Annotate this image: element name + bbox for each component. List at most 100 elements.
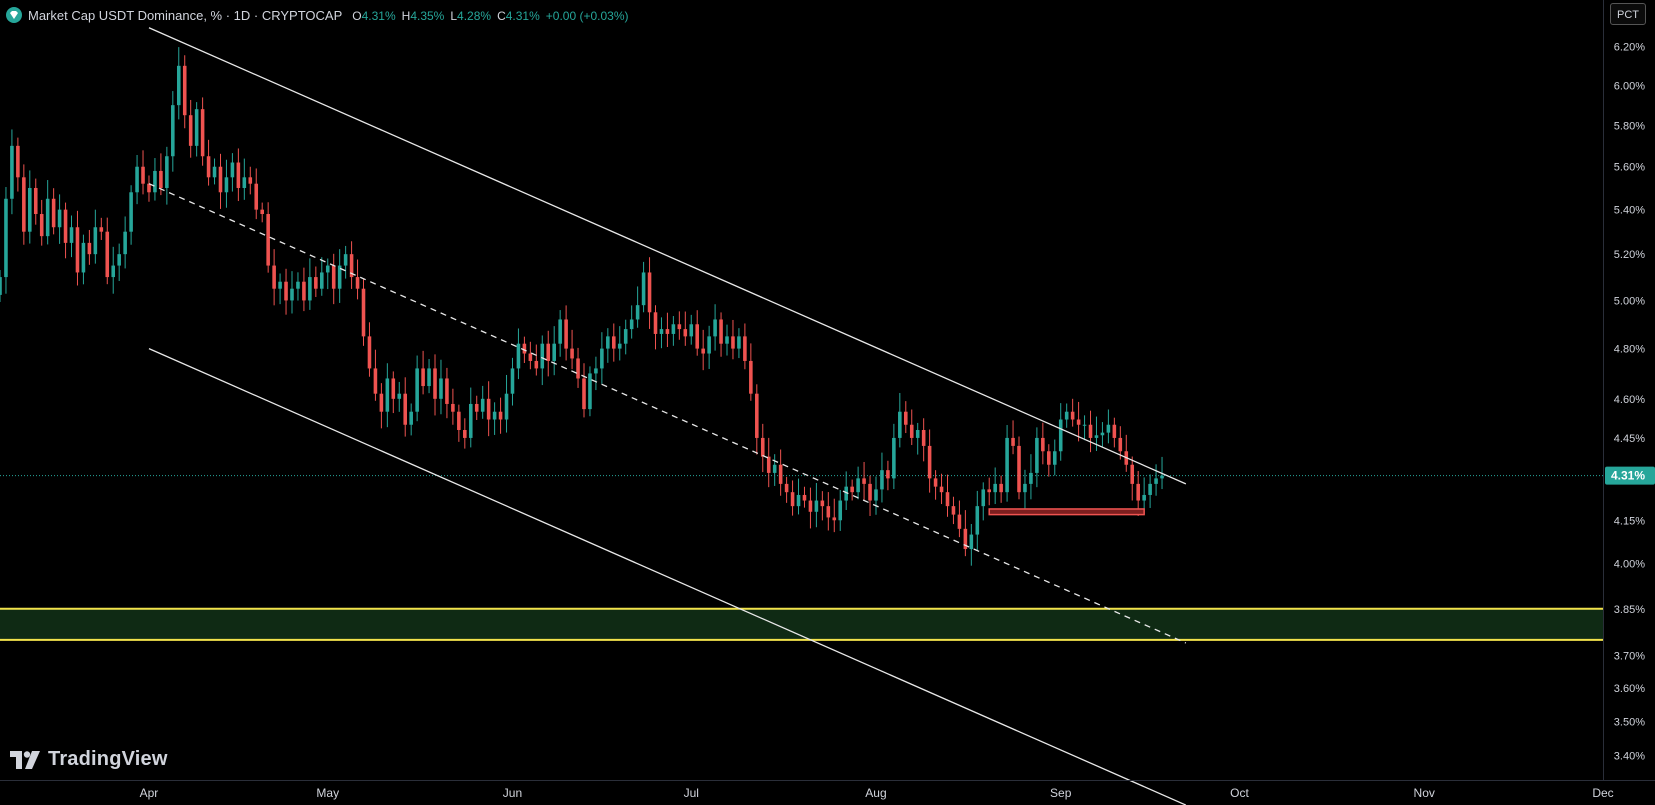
- candle-body: [445, 378, 449, 404]
- candle-body: [498, 411, 503, 420]
- candle-body: [898, 411, 902, 438]
- middle-channel-dashed-line: [148, 183, 1187, 644]
- candle-body: [296, 281, 300, 289]
- chart-header: Market Cap USDT Dominance, % · 1D · CRYP…: [6, 5, 635, 25]
- candle-body: [1029, 472, 1033, 484]
- candle-body: [367, 336, 372, 369]
- candle-body: [439, 378, 443, 399]
- candle-body: [1082, 424, 1087, 426]
- candle-body: [1041, 437, 1045, 452]
- candle-body: [707, 336, 711, 354]
- candle-body: [1136, 483, 1140, 501]
- price-tick-label: 4.15%: [1614, 515, 1645, 527]
- candle-body: [1058, 419, 1063, 452]
- candle-body: [892, 437, 896, 479]
- candle-body: [218, 166, 223, 193]
- candle-body: [1100, 432, 1105, 436]
- candle-body: [182, 65, 187, 116]
- candle-body: [558, 319, 562, 344]
- candle-body: [385, 378, 390, 412]
- candle-body: [665, 329, 670, 334]
- candle-body: [242, 177, 247, 188]
- last-price-label: 4.31%: [1611, 469, 1645, 483]
- candle-body: [641, 272, 646, 306]
- candle-body: [874, 489, 878, 501]
- price-tick-label: 4.80%: [1614, 344, 1645, 356]
- candle-body: [51, 198, 56, 228]
- price-tick-label: 5.60%: [1614, 162, 1645, 174]
- candle-body: [683, 329, 688, 337]
- candle-body: [1094, 435, 1099, 438]
- candle-body: [1035, 437, 1039, 473]
- candle-body: [123, 231, 127, 255]
- candle-body: [802, 494, 807, 501]
- candle-body: [147, 183, 151, 193]
- candle-body: [397, 393, 402, 399]
- candle-body: [105, 231, 110, 278]
- candle-body: [421, 368, 425, 387]
- candle-body: [81, 242, 86, 273]
- candle-body: [302, 281, 306, 301]
- candle-body: [606, 336, 610, 349]
- candle-body: [63, 209, 68, 243]
- candle-body: [188, 115, 193, 146]
- candle-body: [373, 368, 378, 394]
- candle-body: [463, 430, 467, 438]
- candle-body: [57, 209, 62, 228]
- candle-body: [212, 166, 217, 178]
- lower-channel-line: [148, 348, 1187, 805]
- candle-body: [1005, 437, 1009, 493]
- candle-body: [284, 281, 288, 301]
- price-tick-label: 3.40%: [1614, 750, 1645, 762]
- candle-body: [534, 360, 539, 369]
- candle-body: [635, 305, 640, 320]
- candle-body: [951, 506, 956, 515]
- tether-logo-icon: [6, 7, 22, 23]
- candle-body: [10, 145, 14, 199]
- candle-body: [927, 445, 932, 479]
- candle-body: [272, 265, 276, 289]
- upper-channel-line: [148, 27, 1187, 485]
- candle-body: [826, 506, 831, 518]
- demand-zone: [0, 608, 1603, 640]
- time-tick-label: Apr: [140, 786, 159, 800]
- candle-body: [361, 288, 366, 337]
- candle-body: [528, 353, 533, 361]
- candles: [0, 47, 1164, 566]
- symbol-title[interactable]: Market Cap USDT Dominance, % · 1D · CRYP…: [28, 7, 343, 23]
- ohlc-value: +0.00 (+0.03%): [545, 8, 629, 23]
- price-tick-label: 5.00%: [1614, 295, 1645, 307]
- candle-body: [433, 368, 437, 399]
- support-box: [988, 508, 1145, 516]
- candle-body: [1118, 437, 1123, 452]
- candle-body: [659, 329, 664, 334]
- candle-body: [236, 162, 241, 188]
- candle-body: [564, 319, 568, 349]
- candle-body: [1076, 419, 1081, 425]
- candle-body: [1011, 437, 1015, 446]
- candle-body: [516, 343, 521, 369]
- candle-body: [278, 281, 282, 289]
- candle-body: [176, 65, 181, 106]
- candle-body: [880, 470, 884, 490]
- candle-body: [141, 166, 145, 184]
- candle-body: [230, 162, 235, 178]
- candle-body: [260, 209, 264, 215]
- candle-body: [1017, 445, 1021, 493]
- price-tick-label: 3.70%: [1614, 651, 1645, 663]
- candle-body: [325, 265, 330, 273]
- candle-body: [987, 489, 991, 493]
- candle-body: [308, 277, 312, 301]
- candle-body: [33, 187, 38, 215]
- candle-body: [623, 329, 628, 344]
- candle-body: [981, 489, 986, 507]
- candle-body: [725, 336, 729, 344]
- price-axis-panel: [1603, 0, 1655, 805]
- candle-body: [790, 492, 795, 507]
- pct-scale-button[interactable]: PCT: [1610, 3, 1646, 25]
- candle-body: [16, 145, 20, 178]
- candle-body: [772, 464, 777, 473]
- candle-body: [457, 411, 461, 431]
